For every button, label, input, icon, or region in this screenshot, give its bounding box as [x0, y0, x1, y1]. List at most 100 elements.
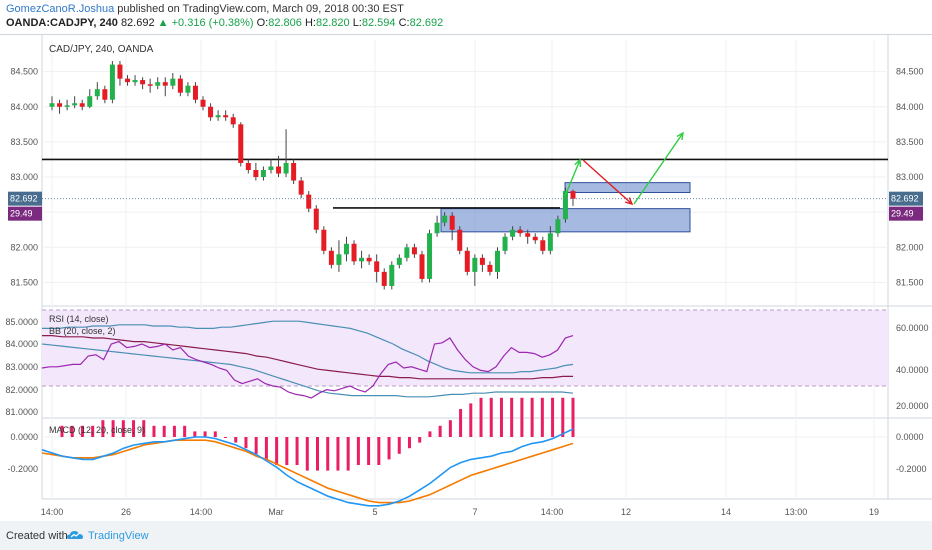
x-tick-label: 12: [621, 507, 631, 517]
candle: [64, 99, 70, 111]
candle-body: [102, 89, 108, 100]
last-price-tag-left: 82.692: [10, 194, 38, 204]
candle: [49, 96, 55, 111]
candle-body: [79, 103, 85, 107]
macd-hist-bar: [162, 425, 166, 437]
change-up-icon: ▲: [157, 17, 169, 29]
macd-tick-right: -0.2000: [896, 464, 927, 474]
candle-body: [291, 162, 297, 181]
candle: [494, 247, 500, 279]
candle: [419, 250, 425, 283]
candle: [472, 254, 478, 286]
price-tick-left: 81.500: [10, 277, 38, 287]
macd-hist-bar: [438, 425, 442, 437]
candle: [306, 191, 312, 213]
candle-body: [525, 233, 531, 237]
price-tick-right: 84.000: [896, 102, 924, 112]
author-name[interactable]: GomezCanoR.Joshua: [6, 3, 115, 15]
publish-info: GomezCanoR.Joshua published on TradingVi…: [6, 3, 404, 15]
macd-hist-bar: [285, 437, 289, 465]
candle: [359, 250, 365, 269]
candle-body: [283, 162, 289, 174]
macd-hist-bar: [377, 437, 381, 465]
macd-tick-left: -0.2000: [7, 464, 38, 474]
candle-body: [208, 106, 214, 118]
macd-hist-bar: [101, 420, 105, 437]
candle: [411, 243, 417, 258]
candle: [230, 113, 236, 128]
candle-body: [87, 96, 93, 107]
candle: [215, 110, 221, 121]
tradingview-cloud-icon: [67, 531, 83, 539]
high-value: 82.820: [315, 17, 350, 29]
candle-body: [170, 78, 176, 86]
candle-body: [238, 124, 244, 163]
macd-hist-bar: [224, 437, 228, 438]
macd-tick-right: 0.0000: [896, 432, 924, 442]
x-tick-label: 14:00: [541, 507, 564, 517]
candle-body: [404, 247, 410, 258]
rsi-band-fill: [42, 310, 888, 386]
low-value: 82.594: [361, 17, 396, 29]
macd-hist-bar: [203, 431, 207, 437]
red-arrow-head: [625, 197, 634, 206]
macd-hist-bar: [499, 397, 503, 437]
candle-body: [547, 233, 553, 251]
ohlc-line: OANDA:CADJPY, 240 82.692 ▲ +0.316 (+0.38…: [6, 17, 443, 29]
rsi-tag-bg-left: [8, 206, 42, 221]
candle: [147, 78, 153, 93]
candle-body: [253, 170, 259, 178]
macd-hist-bar: [367, 437, 371, 465]
green-arrow-segment: [633, 132, 684, 205]
candle-body: [517, 229, 523, 234]
candle-body: [64, 105, 70, 107]
candle-body: [200, 99, 206, 107]
candle: [487, 261, 493, 276]
macd-hist-bar: [295, 437, 299, 465]
candle: [336, 240, 342, 272]
x-tick-label: 14: [721, 507, 731, 517]
candle-body: [230, 117, 236, 125]
candle-body: [260, 170, 266, 178]
candle: [449, 212, 455, 241]
close-value: 82.692: [409, 17, 444, 29]
candle: [555, 215, 561, 237]
rsi-tick-right: 40.0000: [896, 365, 929, 375]
candle-body: [125, 78, 131, 83]
candle: [57, 99, 63, 114]
rsi-tick-left: 84.0000: [5, 339, 38, 349]
macd-hist-bar: [132, 420, 136, 437]
candle: [464, 247, 470, 276]
candle-body: [419, 254, 425, 279]
macd-hist-bar: [459, 409, 463, 437]
macd-hist-bar: [316, 437, 319, 471]
macd-hist-bar: [571, 397, 575, 437]
candle-body: [94, 89, 100, 97]
macd-hist-bar: [234, 437, 238, 443]
candle: [238, 122, 244, 167]
candle: [547, 226, 553, 255]
open-label: O:: [256, 17, 269, 29]
macd-hist-bar: [183, 425, 187, 437]
candle-body: [162, 82, 168, 86]
footer: Created with TradingView: [0, 521, 932, 550]
macd-hist-bar: [469, 403, 473, 437]
candle: [268, 159, 274, 174]
macd-hist-bar: [121, 420, 125, 437]
candle: [245, 159, 251, 174]
red-arrow-segment: [582, 159, 633, 205]
candle: [351, 240, 357, 265]
candle: [366, 254, 372, 265]
price-tick-right: 81.500: [896, 277, 924, 287]
price-tick-left: 83.000: [10, 172, 38, 182]
macd-hist-bar: [356, 437, 360, 465]
tradingview-brand[interactable]: TradingView: [88, 530, 149, 542]
x-tick-label: 5: [372, 507, 377, 517]
candle: [125, 75, 131, 86]
candle-body: [396, 257, 402, 265]
candle: [192, 82, 198, 104]
candle: [200, 96, 206, 111]
candle: [389, 261, 395, 290]
macd-hist-bar: [346, 437, 350, 471]
